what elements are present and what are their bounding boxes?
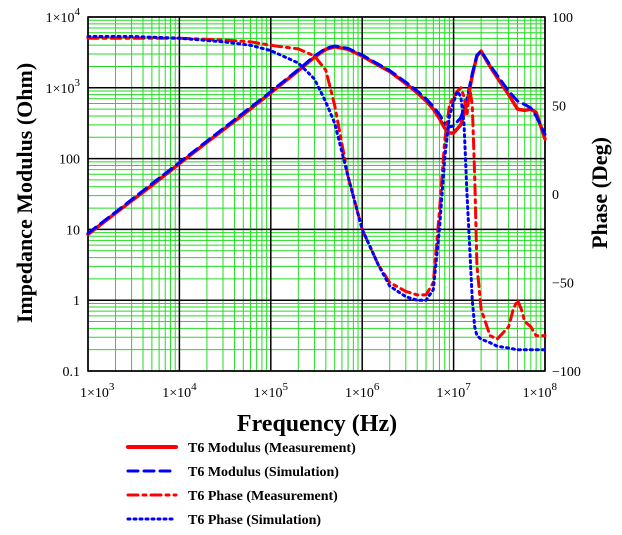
- legend-label: T6 Phase (Measurement): [188, 489, 338, 504]
- y2-tick-label: 0: [552, 188, 559, 203]
- series-layer: [86, 35, 547, 352]
- y-tick-label: 1: [73, 294, 80, 309]
- series-line-4: [86, 35, 547, 352]
- y-tick-label: 0.1: [63, 365, 81, 380]
- y2-axis-title: Phase (Deg): [587, 137, 612, 249]
- legend-label: T6 Modulus (Simulation): [188, 465, 339, 480]
- x-tick-label: 1×108: [523, 381, 558, 401]
- y-axis-title: Impedance Modulus (Ohm): [12, 63, 37, 323]
- y2-tick-label: −50: [552, 277, 574, 292]
- y2-tick-label: 100: [552, 11, 573, 26]
- x-tick-label: 1×104: [162, 381, 197, 401]
- x-tick-label: 1×103: [80, 381, 115, 401]
- y-tick-label: 1×103: [46, 77, 81, 97]
- y2-tick-label: −100: [552, 365, 581, 380]
- y-tick-label: 100: [59, 153, 80, 168]
- series-line-2: [86, 44, 547, 235]
- y-tick-label: 10: [66, 223, 80, 238]
- legend-label: T6 Modulus (Measurement): [188, 441, 356, 456]
- plot-frame: [87, 16, 546, 372]
- legend-label: T6 Phase (Simulation): [188, 513, 321, 528]
- y2-tick-labels: 100 50 0 −50 −100: [552, 11, 581, 380]
- x-tick-label: 1×106: [345, 381, 380, 401]
- x-tick-labels: 1×103 1×104 1×105 1×106 1×107 1×108: [80, 381, 558, 401]
- x-axis-title: Frequency (Hz): [237, 411, 397, 437]
- series-line-1: [86, 45, 547, 237]
- legend: T6 Modulus (Measurement) T6 Modulus (Simu…: [126, 441, 356, 528]
- y-tick-label: 1×104: [46, 6, 81, 26]
- y-tick-labels: 1×104 1×103 100 10 1 0.1: [46, 6, 81, 380]
- x-tick-label: 1×105: [254, 381, 289, 401]
- series-line-3: [86, 36, 547, 341]
- x-tick-label: 1×107: [436, 381, 471, 401]
- y2-tick-label: 50: [552, 100, 566, 115]
